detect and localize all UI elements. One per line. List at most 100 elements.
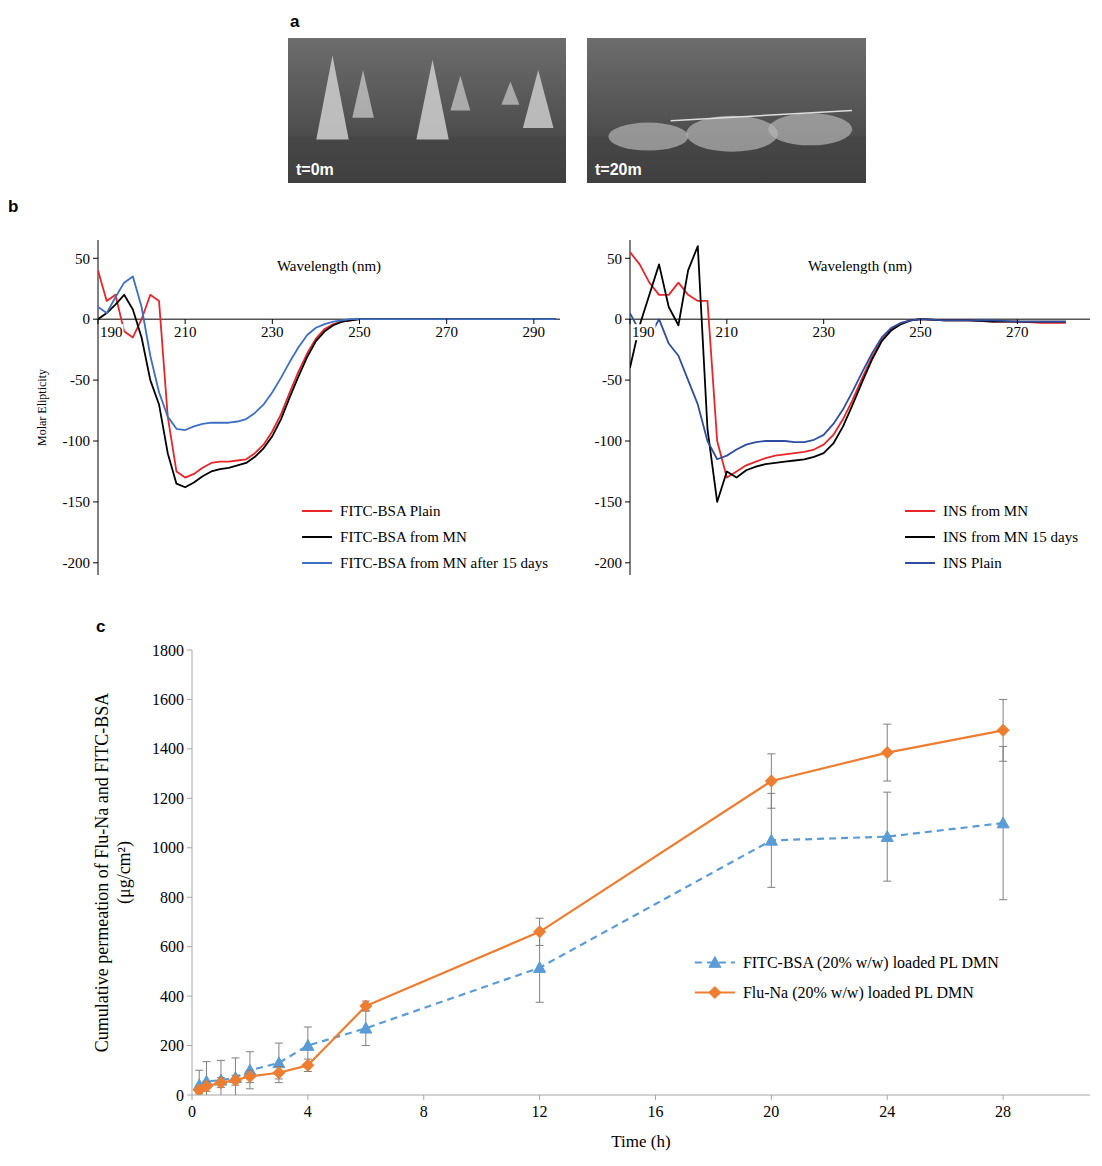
- photo-label: t=20m: [595, 161, 642, 178]
- data-point: [273, 1057, 285, 1068]
- data-point: [302, 1059, 314, 1071]
- y-tick: [187, 699, 192, 700]
- x-tick-label: 210: [716, 324, 739, 340]
- microneedle: [352, 70, 374, 118]
- x-tick-label: 24: [879, 1103, 895, 1120]
- error-bar-cap: [246, 1051, 254, 1052]
- y-tick: [93, 501, 98, 502]
- data-point: [229, 1074, 241, 1086]
- error-bar-cap: [195, 1070, 203, 1071]
- data-point: [997, 724, 1009, 736]
- legend: FITC-BSA (20% w/w) loaded PL DMNFlu-Na (…: [695, 954, 999, 1002]
- data-point: [881, 747, 893, 759]
- x-tick-label: 12: [532, 1103, 548, 1120]
- dissolved-needle: [608, 123, 688, 151]
- microneedle: [450, 76, 470, 111]
- microneedle: [416, 60, 448, 140]
- x-axis-title: Time (h): [611, 1132, 670, 1151]
- label-patch: [434, 324, 459, 340]
- x-tick: [423, 1095, 424, 1100]
- x-tick-label: 230: [261, 324, 284, 340]
- error-bar-cap: [304, 1027, 312, 1028]
- photo: [587, 38, 866, 183]
- y-tick-label: 200: [160, 1037, 184, 1054]
- data-point: [997, 817, 1009, 828]
- y-tick: [625, 441, 630, 442]
- dissolved-needle: [686, 116, 778, 152]
- y-tick-label: -150: [595, 494, 623, 510]
- y-tick: [187, 996, 192, 997]
- microneedle: [523, 70, 554, 128]
- legend-label: FITC-BSA Plain: [340, 503, 441, 519]
- x-tick: [887, 1095, 888, 1100]
- error-bar-cap: [999, 899, 1007, 900]
- photo-background: [288, 38, 566, 183]
- label-patch: [173, 324, 198, 340]
- figure: abct=0mt=20m-200-150-100-500501902102302…: [0, 0, 1102, 1166]
- y-tick-label: -50: [602, 372, 622, 388]
- chart: -200-150-100-50050190210230250270290Wave…: [35, 240, 560, 575]
- x-tick-label: 270: [1006, 324, 1029, 340]
- y-tick-label: 1800: [152, 642, 184, 659]
- y-tick-label: -100: [63, 433, 91, 449]
- y-tick: [187, 798, 192, 799]
- y-tick: [625, 258, 630, 259]
- y-tick-label: 50: [75, 251, 90, 267]
- label-patch: [99, 324, 124, 340]
- y-axis: [192, 650, 193, 1095]
- error-bar-cap: [883, 724, 891, 725]
- x-tick: [655, 1095, 656, 1100]
- x-axis-title: Wavelength (nm): [277, 258, 381, 275]
- x-tick-label: 250: [909, 324, 932, 340]
- y-tick: [93, 258, 98, 259]
- x-axis: [630, 319, 1090, 320]
- series-line: [199, 823, 1003, 1085]
- y-tick-label: 1000: [152, 839, 184, 856]
- plot-data: [630, 246, 1066, 502]
- y-tick-label: -200: [595, 555, 623, 571]
- error-bar-cap: [246, 1088, 254, 1089]
- legend-label: FITC-BSA from MN after 15 days: [340, 555, 548, 571]
- error-bar-cap: [275, 1043, 283, 1044]
- legend-line: [905, 510, 935, 512]
- error-bar-cap: [217, 1060, 225, 1061]
- y-tick-label: 600: [160, 938, 184, 955]
- x-axis: [192, 1095, 1090, 1096]
- error-bar-cap: [767, 753, 775, 754]
- label-patch: [522, 324, 547, 340]
- series-line: [199, 730, 1003, 1090]
- legend-label: FITC-BSA from MN: [340, 529, 467, 545]
- data-point: [534, 962, 546, 973]
- legend-line: [302, 510, 332, 512]
- legend-line: [905, 536, 935, 538]
- y-tick-label: -100: [595, 433, 623, 449]
- x-tick: [192, 1095, 193, 1100]
- y-tick: [187, 897, 192, 898]
- x-tick-label: 290: [523, 324, 546, 340]
- x-tick: [539, 1095, 540, 1100]
- y-tick: [625, 319, 630, 320]
- panel-label: a: [290, 12, 300, 31]
- panel-label: c: [96, 617, 105, 636]
- label-patch: [631, 324, 656, 340]
- y-tick-label: 400: [160, 988, 184, 1005]
- y-tick-label: -200: [63, 555, 91, 571]
- plot-data: [193, 699, 1009, 1095]
- plot-data: [98, 270, 556, 487]
- y-axis: [630, 240, 631, 575]
- y-tick: [93, 562, 98, 563]
- y-tick-label: 50: [607, 251, 622, 267]
- x-tick: [771, 1095, 772, 1100]
- y-tick-label: 800: [160, 889, 184, 906]
- y-tick-label: 1400: [152, 740, 184, 757]
- y-axis: [98, 240, 99, 575]
- data-point: [215, 1077, 227, 1089]
- x-tick-label: 230: [812, 324, 835, 340]
- legend-line: [302, 536, 332, 538]
- legend-label: INS from MN: [943, 503, 1028, 519]
- data-point: [244, 1070, 256, 1082]
- y-axis-title: Molar Elipticity: [35, 369, 49, 446]
- x-tick-label: 0: [188, 1103, 196, 1120]
- legend-label: Flu-Na (20% w/w) loaded PL DMN: [743, 984, 974, 1002]
- label-patch: [1005, 324, 1030, 340]
